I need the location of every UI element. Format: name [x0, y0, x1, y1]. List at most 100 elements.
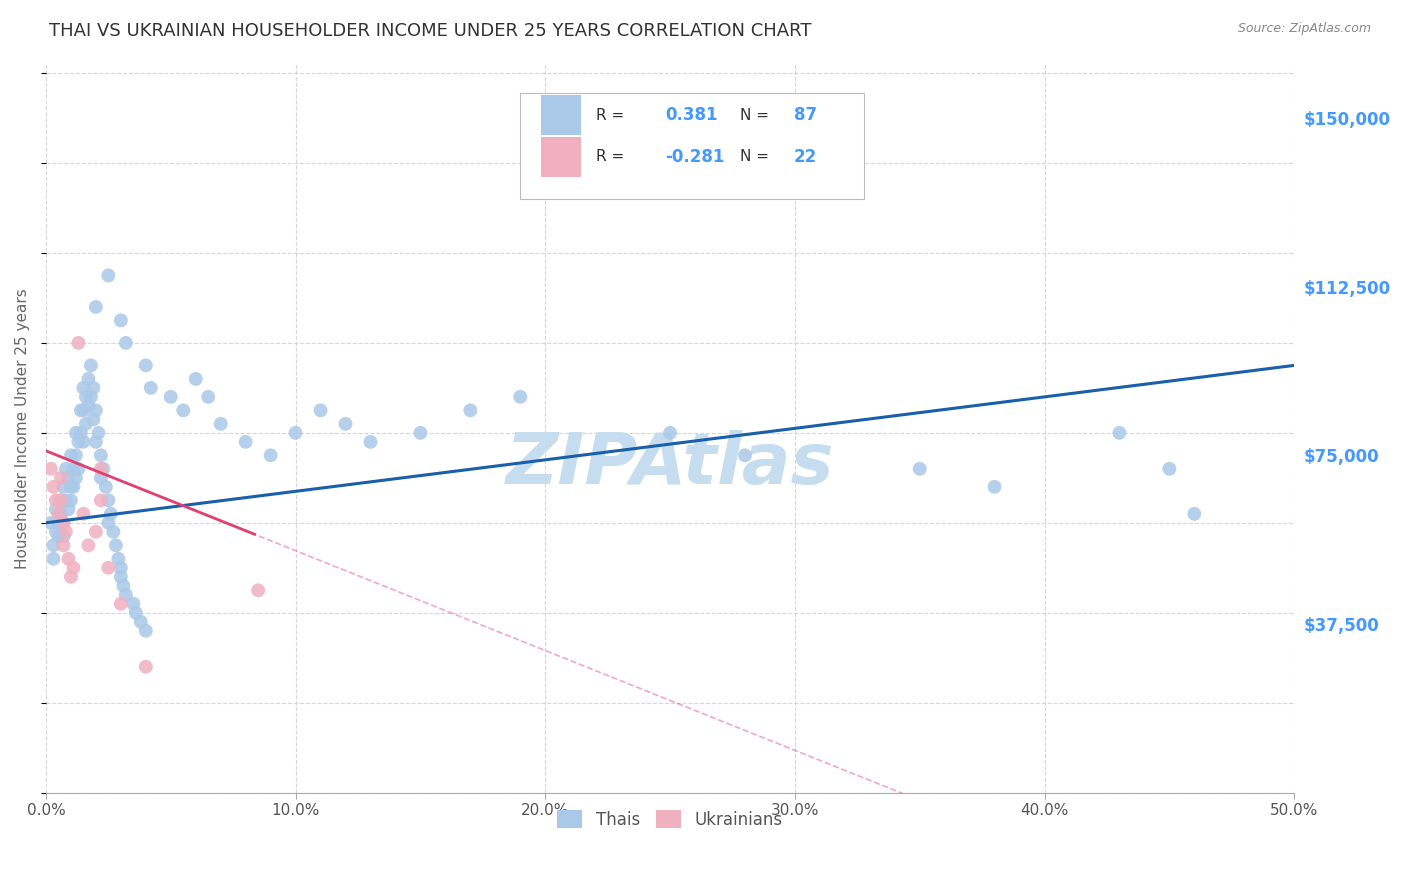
Point: [72, 434, 94, 449]
Point: [84, 434, 107, 449]
Point: [55, 493, 77, 508]
Point: [97, 516, 120, 530]
Text: 0.381: 0.381: [665, 106, 717, 124]
Point: [42, 551, 65, 566]
Point: [90, 462, 112, 476]
Point: [97, 561, 120, 575]
Point: [82, 412, 104, 426]
Point: [335, 417, 357, 431]
Point: [77, 399, 100, 413]
Point: [70, 403, 93, 417]
Text: 87: 87: [793, 106, 817, 124]
Point: [59, 480, 82, 494]
Point: [77, 372, 100, 386]
Point: [62, 480, 84, 494]
Point: [908, 462, 931, 476]
Point: [77, 538, 100, 552]
Point: [259, 448, 281, 462]
Point: [209, 417, 232, 431]
Point: [93, 462, 115, 476]
Point: [135, 659, 157, 673]
Point: [72, 381, 94, 395]
Point: [84, 403, 107, 417]
Point: [983, 480, 1005, 494]
Point: [110, 570, 132, 584]
Point: [39, 516, 62, 530]
Point: [67, 335, 90, 350]
Point: [509, 390, 531, 404]
Point: [84, 524, 107, 539]
Point: [1182, 507, 1205, 521]
Point: [659, 425, 682, 440]
Point: [49, 471, 72, 485]
Text: N =: N =: [740, 108, 769, 122]
Point: [49, 507, 72, 521]
Point: [48, 507, 70, 521]
Point: [129, 615, 152, 629]
Point: [103, 524, 125, 539]
Point: [58, 551, 80, 566]
Point: [59, 570, 82, 584]
Point: [75, 417, 97, 431]
Point: [112, 579, 135, 593]
Point: [80, 390, 103, 404]
Point: [172, 403, 194, 417]
Text: 22: 22: [793, 147, 817, 166]
Point: [58, 471, 80, 485]
Point: [87, 425, 110, 440]
Point: [39, 462, 62, 476]
Y-axis label: Householder Income Under 25 years: Householder Income Under 25 years: [15, 288, 30, 569]
Point: [75, 390, 97, 404]
Point: [90, 448, 112, 462]
Point: [59, 448, 82, 462]
Point: [48, 529, 70, 543]
Point: [52, 529, 75, 543]
Point: [409, 425, 432, 440]
Text: THAI VS UKRAINIAN HOUSEHOLDER INCOME UNDER 25 YEARS CORRELATION CHART: THAI VS UKRAINIAN HOUSEHOLDER INCOME UND…: [49, 22, 811, 40]
Text: ZIPAtlas: ZIPAtlas: [506, 430, 834, 500]
Point: [49, 493, 72, 508]
FancyBboxPatch shape: [541, 136, 582, 177]
Point: [360, 434, 382, 449]
Point: [58, 502, 80, 516]
Point: [62, 561, 84, 575]
Point: [65, 448, 87, 462]
Text: N =: N =: [740, 149, 769, 164]
Point: [90, 493, 112, 508]
Point: [235, 434, 257, 449]
Legend: Thais, Ukrainians: Thais, Ukrainians: [551, 804, 790, 835]
Point: [49, 493, 72, 508]
Point: [52, 516, 75, 530]
Point: [52, 538, 75, 552]
Point: [45, 493, 67, 508]
Point: [65, 471, 87, 485]
Point: [139, 381, 162, 395]
Point: [45, 524, 67, 539]
Point: [52, 516, 75, 530]
Point: [65, 425, 87, 440]
Point: [55, 524, 77, 539]
Point: [90, 471, 112, 485]
Point: [97, 493, 120, 508]
Point: [122, 597, 145, 611]
Point: [115, 588, 138, 602]
Point: [52, 480, 75, 494]
Point: [42, 538, 65, 552]
Point: [72, 507, 94, 521]
Point: [104, 538, 127, 552]
Point: [62, 462, 84, 476]
Point: [1108, 425, 1130, 440]
Point: [110, 597, 132, 611]
Point: [100, 507, 122, 521]
Point: [107, 551, 129, 566]
Point: [72, 403, 94, 417]
Point: [135, 359, 157, 373]
Point: [184, 372, 207, 386]
Text: R =: R =: [596, 149, 630, 164]
Point: [247, 583, 270, 598]
Point: [284, 425, 307, 440]
Point: [67, 462, 90, 476]
Point: [309, 403, 332, 417]
Point: [70, 425, 93, 440]
Point: [1159, 462, 1181, 476]
